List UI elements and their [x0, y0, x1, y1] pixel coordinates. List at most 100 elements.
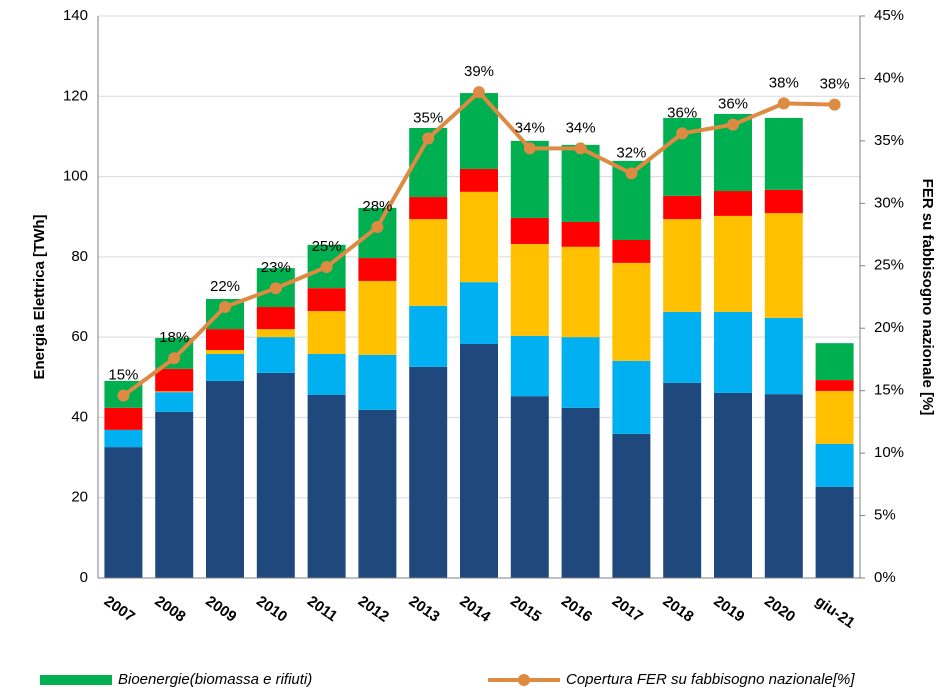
y2-tick-label: 0%	[874, 569, 896, 586]
line-marker	[422, 132, 435, 145]
line-marker	[625, 167, 638, 180]
bar-segment	[409, 305, 448, 367]
data-label: 35%	[413, 109, 443, 126]
legend-marker	[518, 674, 530, 686]
line-marker	[777, 97, 790, 110]
bar-segment	[460, 191, 498, 283]
y2-axis-title: FER su fabbisogno nazionale [%]	[919, 179, 936, 416]
bar-segment	[358, 258, 397, 281]
bar-segment	[714, 311, 752, 393]
line-marker	[320, 261, 333, 274]
y2-tick-label: 20%	[874, 319, 904, 336]
data-label: 15%	[108, 367, 138, 384]
bar-segment	[206, 380, 244, 578]
bar-segment	[155, 368, 194, 392]
x-tick-label: 2011	[304, 593, 340, 626]
data-label: 18%	[159, 329, 189, 346]
line-marker	[269, 282, 282, 295]
bar-segment	[358, 280, 397, 355]
x-tick-label: giu-21	[812, 593, 858, 632]
bar-segment	[612, 239, 651, 263]
bar-segment	[460, 282, 498, 344]
bar-segment	[409, 366, 448, 578]
x-tick-label: 2014	[456, 593, 494, 626]
x-tick-label: 2013	[406, 593, 443, 626]
y2-tick-label: 40%	[874, 69, 904, 86]
data-label: 28%	[362, 198, 392, 215]
data-label: 38%	[769, 74, 799, 91]
bar-segment	[206, 354, 244, 381]
x-tick-label: 2018	[660, 593, 697, 626]
line-marker	[676, 127, 689, 140]
legend-label: Bioenergie(biomassa e rifiuti)	[118, 671, 312, 688]
bar-segment	[815, 343, 854, 381]
line-marker	[727, 118, 739, 131]
x-tick-label: 2017	[609, 593, 646, 626]
line-marker	[371, 221, 384, 234]
bar-segment	[764, 117, 803, 190]
bar-segment	[612, 433, 651, 578]
data-label: 23%	[261, 259, 291, 276]
line-marker	[219, 300, 231, 313]
data-label: 36%	[718, 96, 748, 113]
bar-segment	[764, 317, 803, 395]
bar-segment	[307, 311, 346, 355]
x-tick-label: 2009	[202, 593, 239, 626]
bar-segment	[561, 221, 600, 247]
data-label: 34%	[566, 119, 596, 136]
data-label: 22%	[210, 278, 240, 295]
bar-segment	[663, 382, 702, 578]
bar-segment	[764, 189, 803, 214]
bar-segment	[155, 391, 194, 393]
y-tick-label: 60	[71, 328, 88, 345]
bar-segment	[561, 246, 600, 338]
legend-swatch	[40, 675, 112, 685]
bar-segment	[307, 354, 346, 395]
line-marker	[117, 389, 130, 402]
bar-segment	[104, 447, 143, 578]
x-tick-label: 2008	[152, 593, 189, 626]
bar-segment	[714, 215, 752, 312]
x-tick-label: 2015	[507, 593, 544, 626]
bar-segment	[815, 390, 854, 444]
bar-segment	[206, 329, 244, 350]
line-marker	[473, 86, 485, 99]
x-tick-label: 2020	[761, 593, 798, 626]
y-tick-label: 20	[71, 489, 88, 506]
bar-segment	[206, 349, 244, 355]
bar-segment	[409, 197, 448, 220]
y-tick-label: 140	[63, 7, 88, 24]
bar-segment	[663, 195, 702, 220]
y-tick-label: 120	[63, 87, 88, 104]
line-marker	[828, 98, 841, 111]
line-marker	[523, 142, 536, 155]
bar-segment	[307, 394, 346, 578]
bar-segment	[510, 217, 549, 245]
bar-segment	[307, 288, 346, 312]
y-tick-label: 80	[71, 248, 88, 265]
y2-tick-label: 30%	[874, 194, 904, 211]
bar-segment	[155, 392, 194, 412]
bar-segment	[460, 168, 498, 192]
x-tick-label: 2007	[101, 593, 138, 626]
x-tick-label: 2010	[253, 593, 290, 626]
x-tick-label: 2016	[558, 593, 595, 626]
y-axis-title: Energia Elettrica [TWh]	[31, 214, 48, 379]
bar-segment	[104, 407, 143, 430]
bar-segment	[561, 144, 600, 222]
data-label: 34%	[515, 119, 545, 136]
bar-segment	[612, 360, 651, 434]
bar-segment	[714, 392, 752, 578]
y2-tick-label: 25%	[874, 257, 904, 274]
data-label: 25%	[312, 238, 342, 255]
x-tick-label: 2019	[710, 593, 747, 626]
bar-segment	[663, 311, 702, 383]
data-label: 38%	[820, 76, 850, 93]
bar-segment	[256, 372, 295, 578]
bar-segment	[815, 486, 854, 578]
bar-segment	[714, 191, 752, 216]
bar-segment	[256, 337, 295, 373]
bar-segment	[663, 219, 702, 312]
line-marker	[168, 352, 181, 365]
